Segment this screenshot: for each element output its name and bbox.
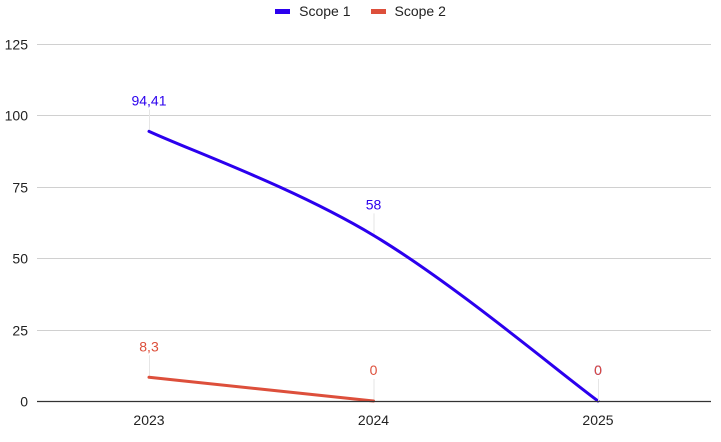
data-label: 58 — [366, 196, 382, 212]
x-tick-label: 2025 — [582, 412, 613, 428]
y-tick-label: 0 — [20, 394, 28, 410]
legend-swatch-icon — [275, 8, 291, 14]
data-label: 0 — [594, 362, 602, 378]
data-label: 94,41 — [131, 92, 166, 108]
y-tick-label: 100 — [5, 108, 29, 124]
y-tick-label: 125 — [5, 37, 29, 53]
legend-label: Scope 2 — [394, 3, 446, 19]
legend-item-scope-1[interactable]: Scope 1 — [275, 3, 351, 19]
legend-item-scope-2[interactable]: Scope 2 — [370, 3, 446, 19]
y-tick-label: 25 — [12, 323, 28, 339]
legend-label: Scope 1 — [299, 3, 351, 19]
data-label: 0 — [594, 362, 602, 378]
x-tick-label: 2023 — [133, 412, 164, 428]
data-label: 0 — [370, 362, 378, 378]
series-line-scope-2[interactable] — [147, 375, 375, 403]
data-label: 8,3 — [139, 338, 159, 354]
legend-swatch-icon — [370, 8, 386, 14]
y-tick-label: 50 — [12, 251, 28, 267]
series-line-scope-1[interactable] — [147, 129, 600, 403]
x-tick-label: 2024 — [358, 412, 389, 428]
y-tick-label: 75 — [12, 180, 28, 196]
chart-legend: Scope 1 Scope 2 — [0, 3, 721, 19]
